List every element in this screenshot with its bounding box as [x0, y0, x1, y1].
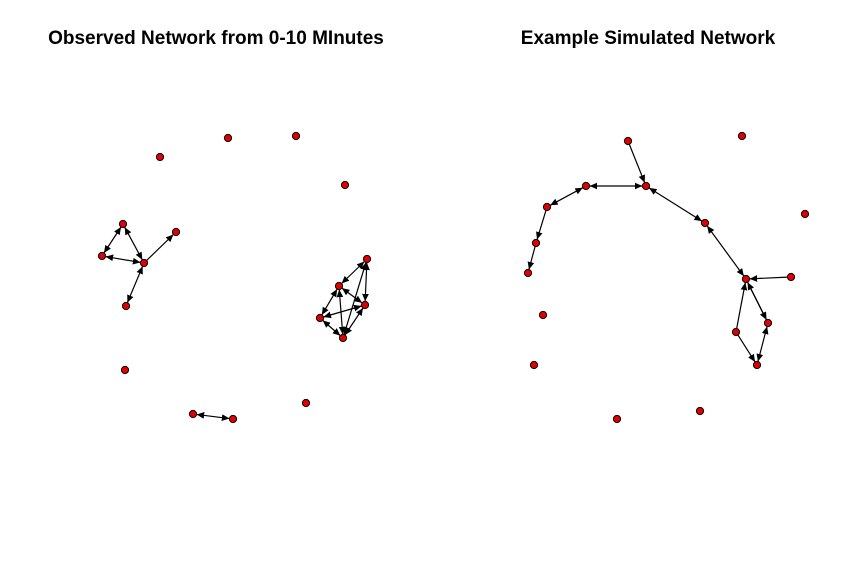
observed-network-panel: Observed Network from 0-10 MInutes [48, 28, 384, 49]
observed-edge [146, 234, 174, 261]
simulated-node [542, 202, 552, 212]
simulated-node [731, 327, 741, 337]
observed-node [188, 409, 198, 419]
simulated-edge [536, 210, 547, 240]
observed-node [139, 258, 149, 268]
observed-node [120, 365, 130, 375]
observed-edge [321, 288, 338, 316]
observed-node [121, 301, 131, 311]
observed-node [155, 152, 165, 162]
simulated-edge [706, 225, 745, 277]
observed-edge [341, 287, 363, 304]
simulated-network-panel: Example Simulated Network [432, 0, 864, 576]
observed-node [338, 333, 348, 343]
observed-edge [124, 226, 143, 261]
observed-node [97, 251, 107, 261]
observed-node [362, 254, 372, 264]
simulated-node [538, 310, 548, 320]
simulated-node [581, 181, 591, 191]
simulated-node [700, 218, 710, 228]
simulated-edge [648, 187, 703, 222]
simulated-node [529, 360, 539, 370]
observed-node [301, 398, 311, 408]
observed-edge [343, 262, 367, 335]
observed-edge [126, 266, 144, 303]
observed-node [171, 227, 181, 237]
simulated-node [612, 414, 622, 424]
simulated-node [523, 268, 533, 278]
observed-node [118, 219, 128, 229]
observed-node [228, 414, 238, 424]
simulated-node [737, 131, 747, 141]
simulated-node [786, 272, 796, 282]
simulated-edge [747, 281, 767, 321]
simulated-edge [737, 334, 756, 363]
simulated-node [752, 360, 762, 370]
simulated-edge [628, 144, 646, 183]
simulated-node [531, 238, 541, 248]
simulated-edge [527, 246, 536, 270]
simulated-node [623, 136, 633, 146]
observed-node [291, 131, 301, 141]
observed-node [223, 133, 233, 143]
observed-network-title: Observed Network from 0-10 MInutes [48, 28, 384, 49]
simulated-edge [749, 275, 788, 282]
observed-edge [323, 304, 362, 319]
simulated-node [763, 318, 773, 328]
observed-edge [322, 319, 341, 337]
observed-edge [196, 412, 230, 421]
observed-node [334, 281, 344, 291]
simulated-network-title: Example Simulated Network [520, 28, 776, 49]
observed-edge [362, 262, 370, 302]
simulated-node [741, 274, 751, 284]
simulated-node [800, 209, 810, 219]
observed-node [315, 313, 325, 323]
observed-edge [103, 226, 122, 254]
observed-node [340, 180, 350, 190]
simulated-node [695, 406, 705, 416]
observed-edge [105, 254, 141, 265]
observed-node [360, 300, 370, 310]
simulated-edge [549, 187, 584, 206]
simulated-edge [756, 326, 769, 362]
simulated-edge [736, 282, 748, 329]
simulated-node [641, 181, 651, 191]
